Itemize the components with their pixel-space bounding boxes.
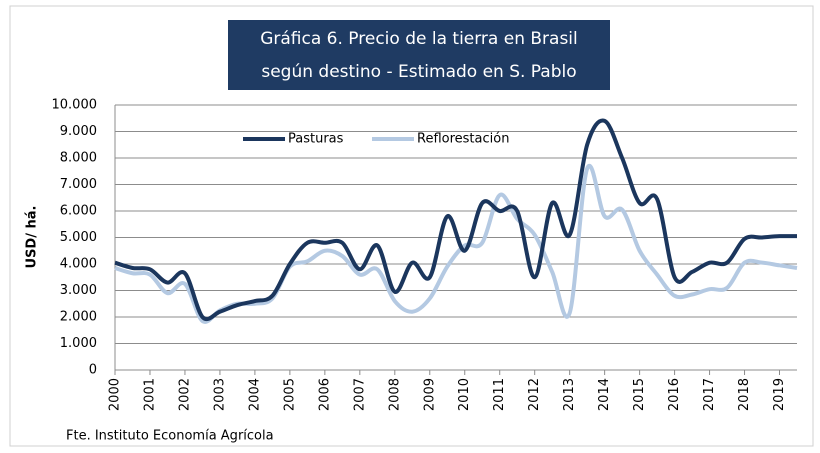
x-tick-label: 2002 — [177, 378, 192, 411]
x-tick-label: 2005 — [282, 378, 297, 411]
y-axis-label: USD/ há. — [25, 206, 40, 269]
y-tick-label: 4.000 — [60, 257, 97, 272]
x-tick-label: 2012 — [527, 378, 542, 411]
x-tick-label: 2013 — [562, 378, 577, 411]
y-tick-label: 7.000 — [60, 177, 97, 192]
legend-label: Reflorestación — [417, 132, 509, 147]
x-tick-label: 2014 — [597, 378, 612, 411]
x-tick-label: 2016 — [667, 378, 682, 411]
chart-frame — [9, 5, 814, 447]
y-tick-label: 9.000 — [60, 124, 97, 139]
y-tick-label: 3.000 — [60, 283, 97, 298]
y-tick-label: 8.000 — [60, 151, 97, 166]
x-tick-label: 2018 — [737, 378, 752, 411]
title-box — [228, 20, 610, 90]
chart-title: Gráfica 6. Precio de la tierra en Brasil — [260, 29, 578, 49]
y-tick-label: 10.000 — [52, 98, 98, 113]
series-line — [114, 118, 798, 322]
x-tick-label: 2001 — [142, 378, 157, 411]
x-tick-label: 2004 — [247, 378, 262, 411]
y-tick-label: 5.000 — [60, 230, 97, 245]
series-line — [114, 163, 798, 324]
x-tick-label: 2006 — [317, 378, 332, 411]
x-tick-label: 2003 — [212, 378, 227, 411]
y-tick-label: 1.000 — [60, 336, 97, 351]
x-tick-label: 2019 — [772, 378, 787, 411]
x-tick-label: 2009 — [422, 378, 437, 411]
x-tick-label: 2017 — [702, 378, 717, 411]
x-tick-label: 2010 — [457, 378, 472, 411]
y-tick-label: 0 — [89, 363, 97, 378]
legend-label: Pasturas — [288, 132, 344, 147]
chart-title: según destino - Estimado en S. Pablo — [261, 62, 576, 82]
y-tick-label: 6.000 — [60, 204, 97, 219]
x-tick-label: 2008 — [387, 378, 402, 411]
x-tick-label: 2000 — [108, 378, 123, 411]
x-tick-label: 2015 — [632, 378, 647, 411]
source-note: Fte. Instituto Economía Agrícola — [66, 429, 274, 444]
x-tick-label: 2007 — [352, 378, 367, 411]
x-tick-label: 2011 — [492, 378, 507, 411]
y-tick-label: 2.000 — [60, 310, 97, 325]
